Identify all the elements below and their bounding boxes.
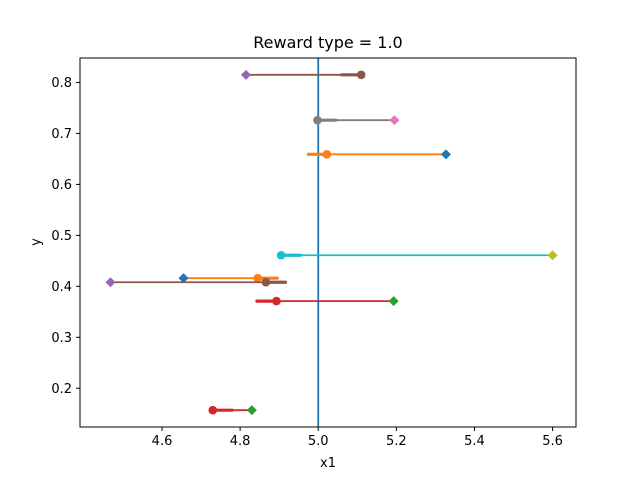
start-point [322,150,332,159]
start-point [208,405,218,415]
segment-3 [276,250,558,261]
start-point [272,296,281,306]
start-point [261,277,271,287]
y-tick-label: 0.5 [51,229,72,244]
y-axis-ticks: 0.2 0.3 0.4 0.5 0.6 0.7 0.8 [51,76,80,397]
end-point [388,296,399,307]
start-point [356,70,366,80]
segment-1 [313,115,400,126]
x-tick-label: 4.6 [152,434,173,449]
end-point [105,277,116,288]
segment-6 [255,296,399,307]
y-tick-label: 0.3 [51,331,72,346]
x-tick-label: 4.8 [230,434,251,449]
x-axis-ticks: 4.6 4.8 5.0 5.2 5.4 5.6 [152,427,563,449]
x-tick-label: 5.0 [308,434,329,449]
end-point [547,250,558,261]
end-point [178,273,189,284]
y-tick-label: 0.8 [51,76,72,91]
y-axis-label: y [29,238,44,246]
data-layer [105,58,558,427]
x-tick-label: 5.4 [464,434,485,449]
end-point [440,149,451,160]
plot-frame [79,57,577,428]
y-tick-label: 0.6 [51,178,72,193]
segment-4 [178,273,279,284]
x-axis-label: x1 [320,456,336,471]
y-tick-label: 0.7 [51,127,72,142]
end-point [246,405,257,416]
segment-0 [240,69,366,80]
start-point [253,273,263,283]
x-tick-label: 5.2 [386,434,407,449]
segment-2 [306,149,451,160]
segment-5 [105,277,288,288]
start-point [313,115,322,125]
y-tick-label: 0.2 [51,382,72,397]
chart-title: Reward type = 1.0 [253,33,402,52]
end-point [389,115,400,126]
segment-7 [208,405,257,416]
y-tick-label: 0.4 [51,280,72,295]
start-point [276,250,286,260]
end-point [240,69,251,80]
x-tick-label: 5.6 [542,434,563,449]
